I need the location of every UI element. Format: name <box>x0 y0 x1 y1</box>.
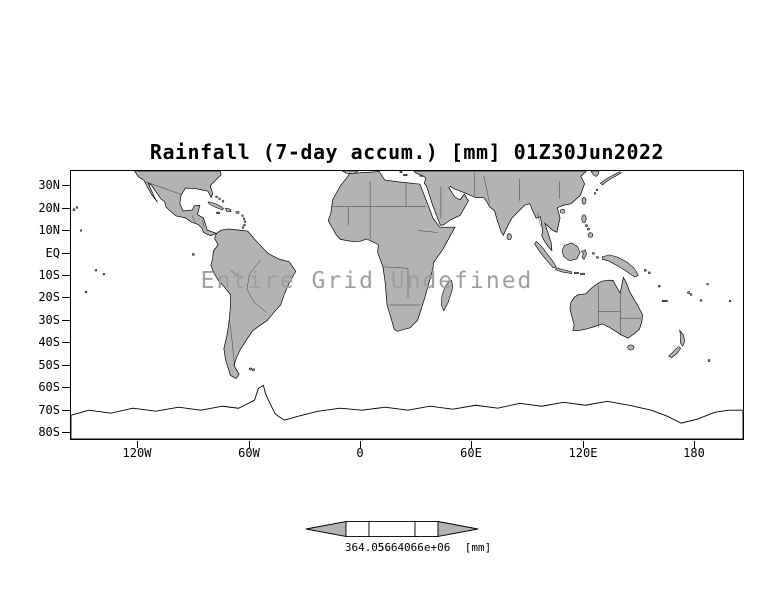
lat-tick <box>62 410 70 411</box>
lon-label-60w: 60W <box>238 446 260 460</box>
colorbar-unit-label: [mm] <box>464 541 492 554</box>
borneo <box>561 242 581 262</box>
lat-tick <box>62 387 70 388</box>
lat-tick <box>62 253 70 254</box>
lon-label-180: 180 <box>683 446 705 460</box>
continent-antarctica <box>71 384 743 439</box>
colorbar-cell <box>345 521 370 537</box>
lat-tick <box>62 320 70 321</box>
colorbar-right-arrow <box>437 520 479 538</box>
lon-tick <box>249 441 250 448</box>
lat-tick <box>62 432 70 433</box>
java <box>555 267 573 274</box>
maritime-southeast-asia <box>534 214 639 278</box>
map-frame <box>70 170 744 440</box>
continent-north-america <box>134 171 222 236</box>
colorbar-cell <box>368 521 416 537</box>
continent-south-america <box>192 228 297 380</box>
madagascar <box>441 279 454 312</box>
plot-title: Rainfall (7-day accum.) [mm] 01Z30Jun202… <box>149 140 665 164</box>
caribbean-islands <box>207 195 247 229</box>
new-guinea <box>601 254 639 278</box>
lat-label-30s: 30S <box>38 313 60 327</box>
continent-asia <box>413 171 622 252</box>
lat-label-50s: 50S <box>38 358 60 372</box>
mindanao <box>587 232 594 238</box>
korea <box>590 171 600 177</box>
sumatra <box>534 240 557 269</box>
colorbar-cell <box>414 521 439 537</box>
lat-label-10s: 10S <box>38 268 60 282</box>
lat-tick <box>62 275 70 276</box>
lat-tick <box>62 185 70 186</box>
lat-tick <box>62 342 70 343</box>
sulawesi <box>580 249 587 260</box>
lat-tick <box>62 365 70 366</box>
taiwan <box>581 197 587 205</box>
lat-label-10n: 10N <box>38 223 60 237</box>
lon-tick <box>137 441 138 448</box>
lon-label-60e: 60E <box>460 446 482 460</box>
grid-undefined-message: Entire Grid Undefined <box>200 268 534 294</box>
world-map-svg <box>71 171 743 439</box>
europe-fragments <box>342 171 424 177</box>
lat-label-30n: 30N <box>38 178 60 192</box>
lon-tick <box>360 441 361 448</box>
continent-australia <box>569 276 644 351</box>
country-borders <box>145 172 641 366</box>
pacific-islands <box>72 206 732 362</box>
japan <box>599 171 622 186</box>
lat-label-80s: 80S <box>38 425 60 439</box>
lat-label-20s: 20S <box>38 290 60 304</box>
lat-label-40s: 40S <box>38 335 60 349</box>
luzon <box>581 214 587 223</box>
tasmania <box>627 344 635 351</box>
lat-label-70s: 70S <box>38 403 60 417</box>
hainan <box>559 208 566 214</box>
lon-tick <box>694 441 695 448</box>
lon-label-120e: 120E <box>568 446 598 460</box>
lat-tick <box>62 208 70 209</box>
lon-label-120w: 120W <box>122 446 152 460</box>
lat-label-60s: 60S <box>38 380 60 394</box>
new-zealand <box>668 329 685 358</box>
lon-tick <box>471 441 472 448</box>
lat-label-20n: 20N <box>38 201 60 215</box>
colorbar-left-arrow <box>305 520 347 538</box>
colorbar-tick-label-min: 364.056 <box>344 541 392 554</box>
colorbar <box>305 520 479 538</box>
lat-tick <box>62 230 70 231</box>
colorbar-tick-label-max: 5.64066e+06 <box>377 541 451 554</box>
lat-label-eq: EQ <box>45 246 60 260</box>
continent-africa <box>327 171 456 332</box>
lon-label-0: 0 <box>356 446 364 460</box>
sri-lanka <box>506 233 512 241</box>
lon-tick <box>583 441 584 448</box>
lat-tick <box>62 297 70 298</box>
